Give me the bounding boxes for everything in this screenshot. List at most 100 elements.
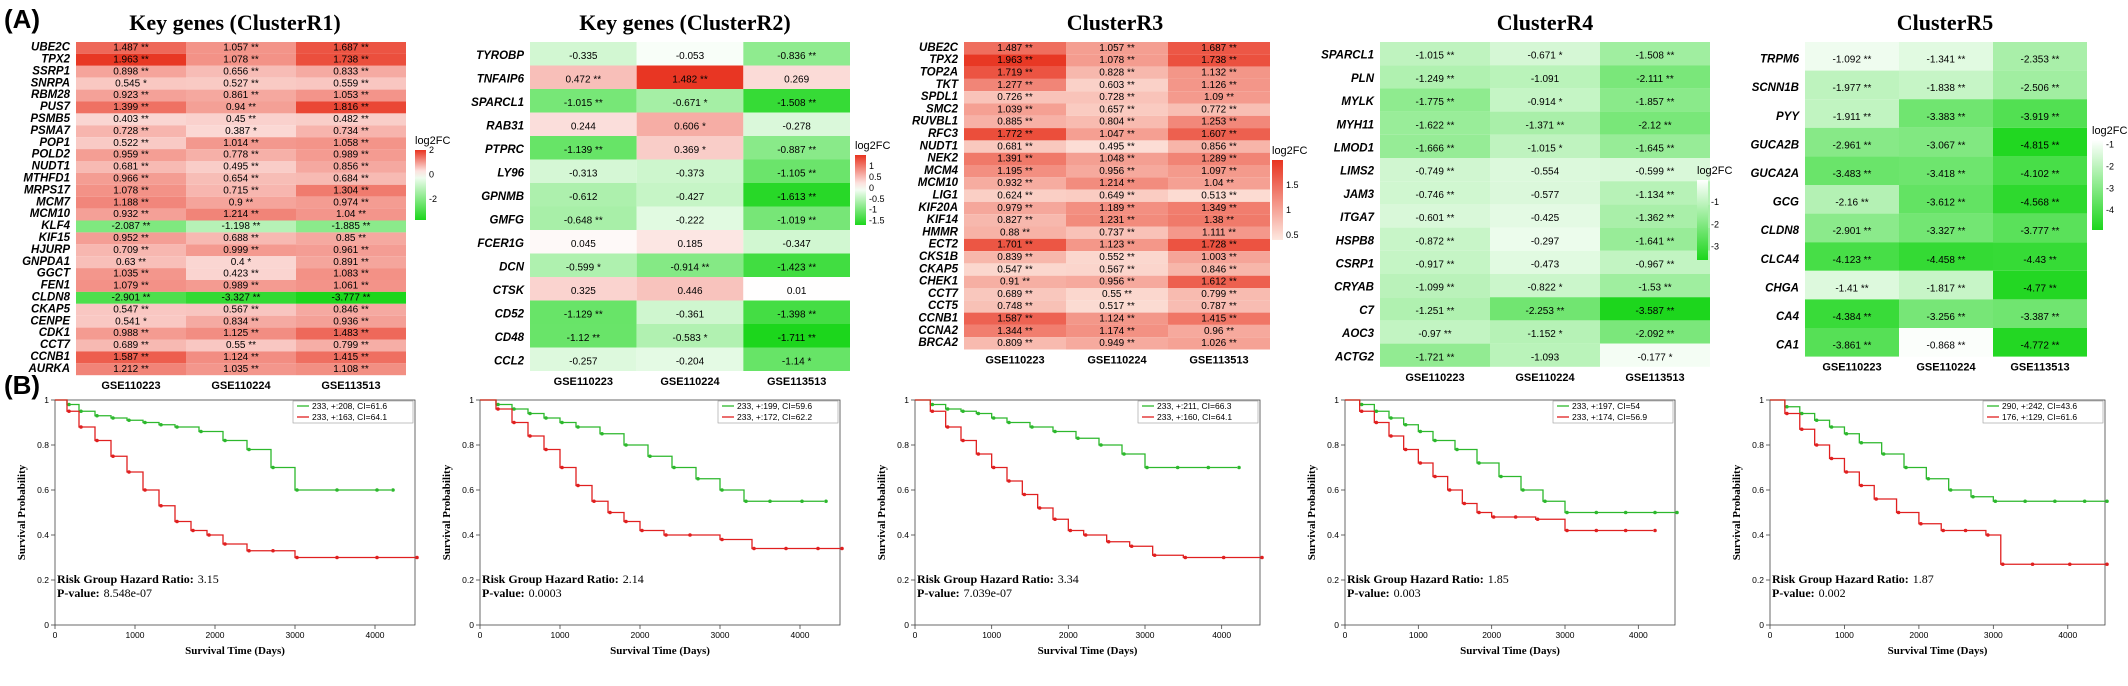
censor-mark [1565,510,1569,515]
legend-title: log2FC [415,135,451,147]
censor-mark [1799,427,1804,432]
heatmap-title: ClusterR4 [1497,10,1594,35]
cell-value: 1.083 ** [333,269,369,280]
gene-label: RBM28 [31,89,71,101]
y-tick-label: 0.4 [37,530,49,540]
heatmap-cell [1380,343,1490,367]
cell-value: 0.898 ** [113,66,149,77]
censor-mark [648,454,652,459]
gene-label: MCM7 [36,196,70,208]
heatmap-cell [636,206,744,230]
heatmap-cell [296,77,406,90]
cell-value: 1.607 ** [1201,129,1237,140]
heatmap-cell [1066,238,1168,252]
cell-value: -1.977 ** [1833,83,1872,94]
heatmap-cell [1600,320,1710,344]
cell-value: 0.185 [677,239,702,250]
gene-label: TYROBP [476,50,524,62]
heatmap-cell [1899,127,1993,157]
heatmap-cell [1490,65,1600,89]
heatmap-cell [1490,134,1600,158]
cell-value: 0.936 ** [333,316,369,327]
legend-tick: -2 [2106,161,2114,171]
heatmap-cell [636,89,744,113]
heatmap-cell [1490,343,1600,367]
column-label: GSE110223 [985,355,1044,367]
cell-value: 0.552 ** [1099,252,1135,263]
heatmap-cell [1168,42,1270,55]
cell-value: 0.01 [787,286,807,297]
heatmap-cell [76,101,186,114]
heatmap-cell [186,196,296,209]
censor-mark [1418,429,1423,434]
heatmap-cell [296,184,406,197]
gene-label: MCM4 [924,165,958,177]
hazard-ratio-value: 1.85 [1488,572,1509,586]
heatmap-cell [964,91,1066,104]
cell-value: 0.974 ** [333,197,369,208]
heatmap-cell [186,351,296,364]
cell-value: 1.231 ** [1099,215,1135,226]
censor-mark [1971,494,1975,499]
y-tick-label: 0.8 [897,440,909,450]
heatmap-5: ClusterR5 TRPM6 -1.092 ** -1.341 ** -2.353 *… [1750,10,2127,374]
heatmap-cell [1490,320,1600,344]
cell-value: 0.45 ** [226,114,256,125]
heatmap-cell [76,339,186,352]
heatmap-cell [530,65,637,89]
censor-mark [127,470,131,474]
censor-mark [1565,528,1569,533]
censor-mark [1785,404,1789,409]
cell-value: 0.827 ** [997,215,1033,226]
censor-mark [1653,528,1657,533]
cell-value: 1.108 ** [333,364,369,375]
censor-mark [816,546,820,551]
heatmap-cell [743,136,850,160]
legend-tick: -1 [1711,197,1719,207]
heatmap-cell [186,220,296,233]
gene-label: AOC3 [1341,328,1375,340]
heatmap-cell [1600,204,1710,228]
cell-value: 0.423 ** [223,269,259,280]
heatmap-cell [1168,201,1270,215]
gene-label: NUDT1 [920,140,958,152]
p-value-label: P-value: [1347,586,1390,600]
x-tick-label: 2000 [1909,630,1928,640]
heatmap-cell [76,208,186,221]
y-tick-label: 0 [1334,620,1339,630]
cell-value: -2.092 ** [1636,329,1675,340]
cell-value: -0.599 ** [1636,167,1675,178]
x-tick-label: 3000 [1556,630,1575,640]
y-axis-label: Survival Probability [1731,464,1743,560]
y-tick-label: 0.8 [1327,440,1339,450]
censor-mark [1389,434,1393,438]
cell-value: 0.517 ** [1099,301,1135,312]
cell-value: -0.97 ** [1418,329,1451,340]
gene-label: NEK2 [927,153,958,165]
cell-value: 0.657 ** [1099,104,1135,115]
censor-mark [1418,461,1423,465]
x-tick-label: 3000 [1136,630,1155,640]
censor-mark [1053,429,1057,434]
gene-label: DCN [499,261,525,273]
legend-title: log2FC [855,140,891,152]
heatmap-cell [1490,250,1600,274]
heatmap-cell [964,140,1066,153]
legend-entry: 176, +:129, CI=61.6 [2002,412,2077,422]
heatmap-cell [1899,42,1993,71]
gene-label: BRCA2 [918,337,958,349]
censor-mark [2067,562,2072,567]
cell-value: 1.053 ** [333,90,369,101]
legend-title: log2FC [1697,165,1733,177]
heatmap-cell [186,232,296,245]
heatmap-cell [530,136,637,160]
censor-mark [1675,510,1679,515]
legend-tick: 0 [869,183,874,193]
x-axis-label: Survival Time (Days) [610,645,710,657]
censor-mark [696,476,700,481]
censor-mark [930,402,935,407]
cell-value: -4.384 ** [1833,312,1872,323]
heatmap-cell [636,253,744,277]
heatmap-cell [1168,189,1270,202]
cell-value: 0.932 ** [997,178,1033,189]
